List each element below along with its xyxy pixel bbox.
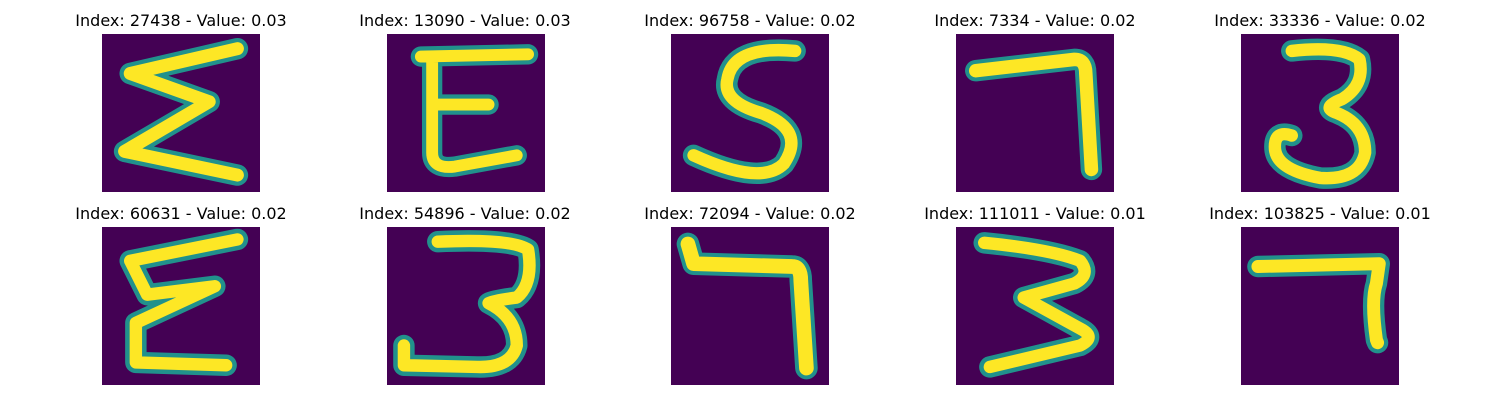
panel-title: Index: 60631 - Value: 0.02 (75, 204, 287, 223)
panel-title: Index: 72094 - Value: 0.02 (644, 204, 856, 223)
digit-three-image (387, 227, 545, 385)
digit-e-image (387, 34, 545, 192)
digit-image-panel (956, 227, 1114, 385)
digit-sigma-image (102, 34, 260, 192)
digit-image-panel (671, 227, 829, 385)
digit-image-panel (387, 34, 545, 192)
panel-title: Index: 96758 - Value: 0.02 (644, 11, 856, 30)
digit-seven-image (956, 34, 1114, 192)
digit-three-image (1241, 34, 1399, 192)
digit-seven-image (1241, 227, 1399, 385)
digit-image-panel (671, 34, 829, 192)
digit-sigma-image (102, 227, 260, 385)
panel-title: Index: 54896 - Value: 0.02 (359, 204, 571, 223)
digit-image-panel (1241, 34, 1399, 192)
panel-title: Index: 103825 - Value: 0.01 (1209, 204, 1431, 223)
panel-title: Index: 33336 - Value: 0.02 (1214, 11, 1426, 30)
panel-title: Index: 111011 - Value: 0.01 (924, 204, 1146, 223)
panel-title: Index: 27438 - Value: 0.03 (75, 11, 287, 30)
panel-title: Index: 13090 - Value: 0.03 (359, 11, 571, 30)
digit-image-panel (387, 227, 545, 385)
digit-image-panel (956, 34, 1114, 192)
digit-three-image (956, 227, 1114, 385)
digit-image-panel (1241, 227, 1399, 385)
digit-image-panel (102, 227, 260, 385)
digit-s-image (671, 34, 829, 192)
digit-seven-image (671, 227, 829, 385)
digit-image-panel (102, 34, 260, 192)
panel-title: Index: 7334 - Value: 0.02 (934, 11, 1136, 30)
